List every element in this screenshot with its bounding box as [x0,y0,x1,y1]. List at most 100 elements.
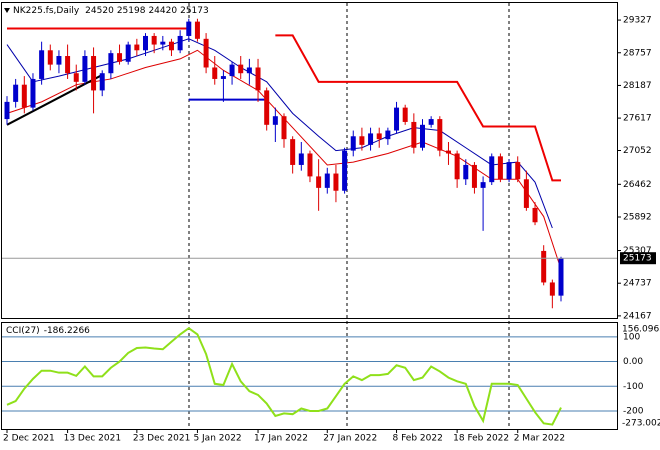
candle-body [420,124,425,148]
x-tick-label: 27 Jan 2022 [323,434,377,444]
candle-body [194,21,200,39]
candle-body [506,162,512,180]
candle-body [212,67,218,79]
candle-body [134,44,140,51]
candle-body [515,162,521,180]
y-tick-label: 100 [623,332,640,342]
y-tick-label: -200 [623,406,644,416]
x-tick-label: 13 Dec 2021 [64,434,122,444]
candle-body [471,164,477,188]
close-value: 25173 [180,6,209,16]
candle-body [203,38,209,68]
y-tick-label: 24167 [623,311,652,321]
cci-title: CCI(27) [6,326,40,336]
candle-body [56,56,62,65]
y-tick-label: 27052 [623,146,652,156]
candle-body [186,21,192,36]
candle-body [532,207,538,223]
candle-body [65,56,71,74]
candle-body [177,35,183,51]
y-max-label: 156.0965 [622,325,660,335]
candle-body [463,164,469,180]
y-tick-label: -100 [623,382,644,392]
candle-body [445,150,451,154]
header: NK225.fs,Daily 24520 25198 24420 25173 [13,6,209,16]
cci-panel [1,322,618,430]
candle-body [523,179,529,208]
candle-body [402,107,408,122]
menu-icon[interactable] [4,8,10,13]
y-tick-label: 25892 [623,212,652,222]
candle-body [549,282,555,296]
x-tick-label: 2 Mar 2022 [514,434,565,444]
candle-body [428,119,434,125]
candle-body [298,153,304,165]
price-label: 25173 [623,254,652,264]
x-tick-label: 18 Feb 2022 [453,434,509,444]
candle-body [220,76,226,79]
candle-body [290,139,296,165]
candle-body [350,136,356,151]
y-tick-label: 28757 [623,48,652,58]
candle-body [359,136,365,145]
candle-body [342,150,348,191]
candle-body [4,101,10,120]
y-tick-label: 26462 [623,180,652,190]
candle-body [82,56,88,82]
price-label-box [620,252,656,265]
low-value: 24420 [148,6,177,16]
candle-body [333,173,339,191]
candle-body [73,73,79,82]
candle-body [376,133,382,140]
candle-body [454,153,460,180]
cci-line [6,326,562,426]
candle-body [489,156,495,183]
candle-body [324,173,330,188]
cci-value: -186.2266 [44,326,90,336]
candle-body [480,182,486,188]
candle-body [21,84,27,108]
y-tick-label: 25307 [623,246,652,256]
y-tick-label: 24737 [623,279,652,289]
candle-body [368,133,374,145]
candle-body [125,44,131,62]
x-tick-label: 2 Dec 2021 [3,434,55,444]
candle-body [99,73,105,91]
candle-body [151,35,157,45]
candle-body [30,78,36,108]
candle-body [316,176,322,188]
candle-body [238,64,244,74]
candle-body [143,35,148,51]
candle-body [168,41,174,51]
y-tick-label: 27617 [623,114,652,124]
candle-body [39,50,45,79]
candle-body [117,53,123,62]
cci-header: CCI(27) -186.2266 [6,326,90,336]
candle-body [13,84,19,102]
candle-body [229,64,235,77]
overlay-line [6,74,103,126]
candle-body [385,130,391,140]
candle-body [108,53,114,74]
y-tick-label: 0.00 [623,357,643,367]
candle-body [255,67,261,91]
x-tick-label: 17 Jan 2022 [254,434,308,444]
candle-body [281,116,287,140]
overlay-line [7,27,561,182]
open-value: 24520 [85,6,114,16]
candle-body [558,258,564,296]
x-tick-label: 23 Dec 2021 [133,434,191,444]
candle-body [307,153,313,177]
x-tick-label: 8 Feb 2022 [393,434,443,444]
candle-body [47,50,53,65]
candle-body [91,56,97,91]
candle-body [160,41,166,45]
y-tick-label: 29327 [623,16,652,26]
candle-body [246,67,252,74]
y-min-label: -273.0024 [622,419,660,429]
candle-body [497,156,503,180]
price-panel [1,2,618,319]
chart-title: NK225.fs,Daily [13,6,80,16]
x-tick-label: 5 Jan 2022 [193,434,241,444]
